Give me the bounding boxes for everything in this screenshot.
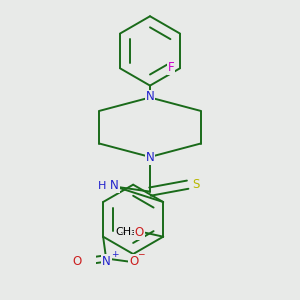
Text: N: N xyxy=(102,255,111,268)
Text: H: H xyxy=(98,181,106,191)
Text: O: O xyxy=(73,255,82,268)
Text: N: N xyxy=(146,91,154,103)
Text: +: + xyxy=(111,250,118,259)
Text: F: F xyxy=(168,61,174,74)
Text: methoxy: methoxy xyxy=(121,232,127,233)
Text: S: S xyxy=(192,178,199,191)
Text: N: N xyxy=(110,179,119,192)
Text: O: O xyxy=(135,226,144,239)
Text: O: O xyxy=(129,255,139,268)
Text: N: N xyxy=(146,151,154,164)
Text: −: − xyxy=(137,250,146,260)
Text: CH₃: CH₃ xyxy=(115,227,136,237)
